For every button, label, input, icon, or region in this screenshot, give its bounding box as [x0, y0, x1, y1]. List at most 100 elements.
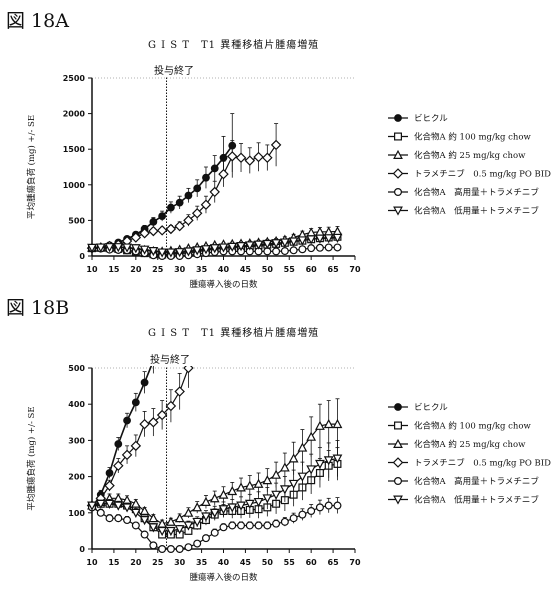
legend-marker: [395, 478, 402, 485]
legend-label: 化合物A 約 25 mg/kg chow: [414, 150, 526, 161]
data-point: [228, 487, 236, 494]
data-point: [299, 511, 306, 518]
legend-marker: [395, 133, 402, 140]
data-point: [317, 504, 324, 511]
data-point: [132, 522, 139, 529]
data-point: [193, 503, 201, 510]
data-point: [316, 461, 324, 468]
data-point: [115, 515, 122, 522]
legend-marker: [395, 404, 402, 411]
y-tick-label: 0: [79, 252, 85, 261]
legend-label: 化合物A 約 25 mg/kg chow: [414, 439, 526, 450]
data-point: [185, 544, 192, 551]
x-tick-label: 50: [262, 558, 274, 567]
data-point: [140, 420, 149, 429]
y-tick-label: 200: [68, 473, 85, 482]
data-point: [245, 156, 254, 165]
x-tick-label: 70: [349, 558, 361, 567]
data-point: [290, 247, 297, 254]
data-point: [308, 245, 315, 252]
data-point: [237, 153, 246, 162]
data-point: [238, 522, 245, 529]
data-point: [150, 542, 157, 549]
x-tick-label: 55: [284, 558, 296, 567]
x-tick-label: 15: [108, 558, 120, 567]
data-point: [159, 213, 166, 220]
y-axis-label: 平均腫瘍負荷 (mg) +/- SE: [26, 115, 37, 219]
x-tick-label: 30: [174, 265, 186, 274]
data-point: [150, 218, 157, 225]
data-point: [141, 379, 148, 386]
x-tick-label: 65: [328, 558, 340, 567]
x-tick-label: 60: [306, 558, 318, 567]
data-point: [246, 522, 253, 529]
data-point: [167, 518, 175, 525]
data-point: [176, 514, 184, 521]
y-tick-label: 2000: [63, 110, 86, 119]
x-tick-label: 60: [306, 265, 318, 274]
x-tick-label: 40: [218, 265, 230, 274]
data-point: [106, 470, 113, 477]
end-of-dosing-label: 投与終了: [154, 64, 194, 77]
data-point: [159, 546, 166, 553]
data-point: [132, 399, 139, 406]
data-point: [272, 141, 281, 150]
legend-marker: [395, 189, 402, 196]
data-point: [203, 174, 210, 181]
x-tick-label: 30: [174, 558, 186, 567]
legend-label: トラメチニブ 0.5 mg/kg PO BID: [414, 458, 551, 469]
legend-label: 化合物A 約 100 mg/kg chow: [414, 421, 531, 432]
data-point: [175, 222, 184, 231]
data-point: [167, 225, 176, 234]
data-point: [211, 494, 219, 501]
legend-label: 化合物A 高用量＋トラメチニブ: [414, 187, 539, 198]
data-point: [176, 199, 183, 206]
data-point: [290, 480, 298, 487]
y-tick-label: 100: [68, 509, 85, 518]
data-point: [185, 192, 192, 199]
data-point: [141, 531, 148, 538]
x-tick-label: 25: [152, 558, 164, 567]
data-point: [176, 546, 183, 553]
data-point: [255, 480, 263, 487]
data-point: [308, 508, 315, 515]
data-point: [115, 441, 122, 448]
legend-marker: [395, 115, 402, 122]
legend-label: 化合物A 低用量＋トラメチニブ: [414, 495, 539, 506]
x-tick-label: 20: [130, 265, 142, 274]
y-tick-label: 300: [68, 436, 85, 445]
data-point: [290, 515, 297, 522]
x-tick-label: 50: [262, 265, 274, 274]
legend-label: ビヒクル: [414, 403, 448, 413]
data-point: [220, 524, 227, 531]
series-0: [89, 317, 166, 511]
x-tick-label: 55: [284, 265, 296, 274]
data-point: [334, 244, 341, 251]
data-point: [299, 246, 306, 253]
data-point: [325, 244, 332, 251]
data-point: [158, 226, 167, 235]
x-tick-label: 45: [240, 265, 252, 274]
data-point: [202, 498, 210, 505]
x-tick-label: 20: [130, 558, 142, 567]
data-point: [203, 535, 210, 542]
data-point: [185, 509, 193, 516]
data-point: [220, 154, 227, 161]
data-point: [211, 165, 218, 172]
data-point: [273, 520, 280, 527]
data-point: [281, 248, 288, 255]
x-tick-label: 35: [196, 558, 208, 567]
data-point: [255, 522, 262, 529]
data-point: [317, 244, 324, 251]
data-point: [219, 170, 228, 179]
data-point: [273, 248, 280, 255]
data-point: [175, 387, 184, 396]
data-point: [132, 500, 140, 507]
data-point: [263, 495, 271, 502]
x-tick-label: 65: [328, 265, 340, 274]
legend-marker: [395, 422, 402, 429]
data-point: [229, 522, 236, 529]
data-point: [263, 476, 271, 483]
y-tick-label: 1000: [63, 181, 86, 190]
